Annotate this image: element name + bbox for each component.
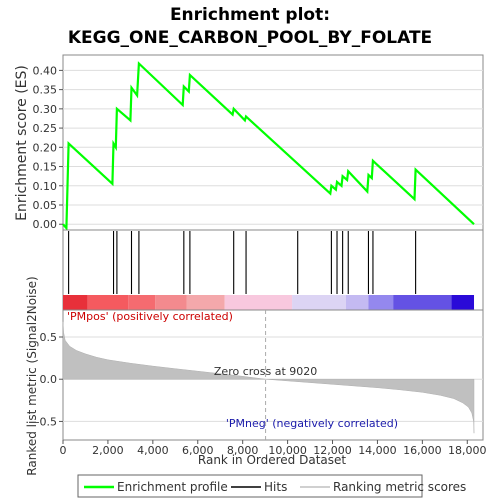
legend-box [77, 474, 423, 498]
metric-y-tick-label: 0.0 [40, 373, 58, 386]
es-y-tick-label: 0.25 [33, 122, 58, 135]
es-y-tick-label: 0.40 [33, 64, 58, 77]
ranking-color-bar [63, 295, 475, 310]
es-y-tick-label: 0.20 [33, 141, 58, 154]
enrichment-profile-line [62, 61, 475, 231]
x-tick-label: 16,000 [403, 444, 442, 457]
x-axis-label: Rank in Ordered Dataset [198, 453, 346, 467]
x-tick-label: 4,000 [137, 444, 169, 457]
chart-title-line2: KEGG_ONE_CARBON_POOL_BY_FOLATE [68, 28, 432, 48]
x-tick-label: 8,000 [227, 444, 259, 457]
x-tick-label: 12,000 [313, 444, 352, 457]
legend-metric-label: Ranking metric scores [333, 480, 466, 494]
ranking-bar-segment [451, 295, 475, 310]
es-y-tick-label: 0.00 [33, 218, 58, 231]
ranking-metric-area [62, 321, 475, 434]
zero-cross-label: Zero cross at 9020 [214, 365, 317, 378]
chart-title-line1: Enrichment plot: [170, 5, 330, 25]
x-tick-label: 14,000 [358, 444, 397, 457]
x-tick-label: 0 [60, 444, 67, 457]
ranking-bar-segment [87, 295, 129, 310]
x-tick-label: 18,000 [448, 444, 487, 457]
ranking-bar-segment [186, 295, 225, 310]
x-tick-label: 6,000 [182, 444, 214, 457]
ranking-bar-segment [345, 295, 369, 310]
es-y-ticks: 0.00 0.05 0.10 0.15 0.20 0.25 0.30 0.35 0.40 [33, 64, 63, 231]
ranking-bar-segment [368, 295, 394, 310]
pmneg-label: 'PMneg' (negatively correlated) [226, 417, 398, 430]
es-gridlines [63, 69, 483, 225]
es-y-tick-label: 0.05 [33, 199, 58, 212]
legend-enrichment-label: Enrichment profile [117, 480, 228, 494]
es-y-tick-label: 0.35 [33, 84, 58, 97]
es-y-axis-label: Enrichment score (ES) [14, 65, 30, 221]
pmpos-label: 'PMpos' (positively correlated) [67, 310, 233, 323]
metric-y-axis-label: Ranked list metric (Signal2Noise) [25, 276, 39, 475]
metric-y-tick-label: -0.5 [36, 415, 57, 428]
ranking-bar-segment [63, 295, 88, 310]
hit-markers [68, 231, 417, 294]
metric-y-tick-label: 0.5 [40, 331, 58, 344]
es-y-tick-label: 0.15 [33, 161, 58, 174]
es-y-tick-label: 0.10 [33, 180, 58, 193]
legend-hits-label: Hits [264, 480, 287, 494]
ranking-bar-segment [224, 295, 293, 310]
ranking-bar-segment [393, 295, 452, 310]
x-tick-label: 2,000 [92, 444, 124, 457]
ranking-bar-segment [292, 295, 346, 310]
ranking-bar-segment [128, 295, 156, 310]
x-tick-label: 10,000 [268, 444, 307, 457]
es-y-tick-label: 0.30 [33, 103, 58, 116]
ranking-bar-segment [155, 295, 187, 310]
x-axis-ticks: 0 2,000 4,000 6,000 8,000 10,000 12,000 14,000 1… [60, 440, 487, 457]
metric-y-ticks: -0.5 0.0 0.5 [36, 331, 63, 428]
